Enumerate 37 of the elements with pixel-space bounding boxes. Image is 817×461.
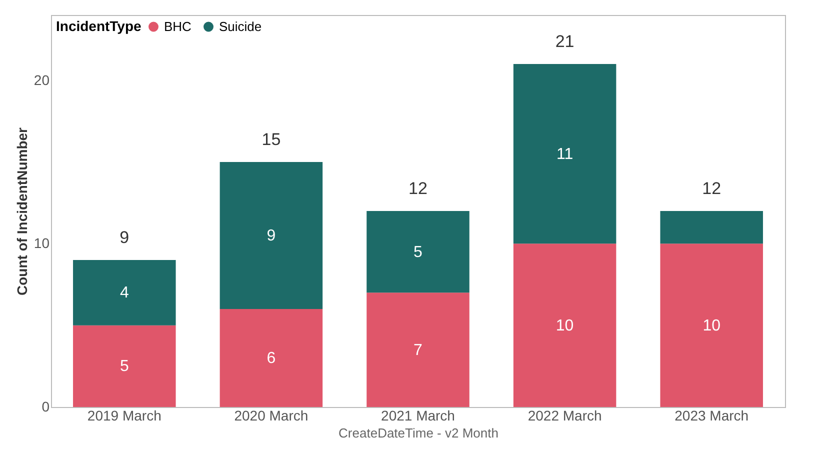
data-label: 5 xyxy=(414,244,423,261)
data-label: 9 xyxy=(266,228,276,244)
bar xyxy=(73,260,176,326)
data-label: 4 xyxy=(120,284,129,302)
x-tick-label: 2020 March xyxy=(234,408,308,424)
bar xyxy=(366,211,470,293)
bar xyxy=(220,162,323,309)
total-label: 9 xyxy=(120,228,130,247)
bar xyxy=(660,244,763,407)
legend-label: BHC xyxy=(164,18,192,34)
data-label: 5 xyxy=(120,358,129,376)
legend-title: IncidentType xyxy=(56,18,142,34)
bar xyxy=(513,244,616,407)
data-label: 11 xyxy=(556,146,574,163)
total-label: 12 xyxy=(702,179,722,198)
y-tick-label: 10 xyxy=(34,235,50,252)
x-tick-label: 2022 March xyxy=(528,408,602,424)
x-tick-label: 2019 March xyxy=(87,408,162,424)
y-tick-label: 20 xyxy=(34,72,50,88)
data-label: 10 xyxy=(702,317,721,334)
bar xyxy=(366,292,470,407)
y-axis-title: Count of IncidentNumber xyxy=(14,126,30,296)
data-label: 10 xyxy=(556,317,574,334)
total-label: 15 xyxy=(262,130,281,149)
total-label: 12 xyxy=(408,179,428,198)
bar xyxy=(660,211,763,244)
y-tick-label: 0 xyxy=(42,398,50,414)
x-tick-label: 2021 March xyxy=(381,408,455,424)
x-tick-label: 2023 March xyxy=(674,408,749,424)
bar xyxy=(220,309,323,407)
legend-label: Suicide xyxy=(219,18,262,34)
x-axis-title: CreateDateTime - v2 Month xyxy=(338,426,498,440)
bar xyxy=(513,64,616,244)
bar xyxy=(73,325,176,407)
data-label: 7 xyxy=(414,342,423,359)
total-label: 21 xyxy=(555,32,574,51)
data-label: 6 xyxy=(266,350,276,367)
